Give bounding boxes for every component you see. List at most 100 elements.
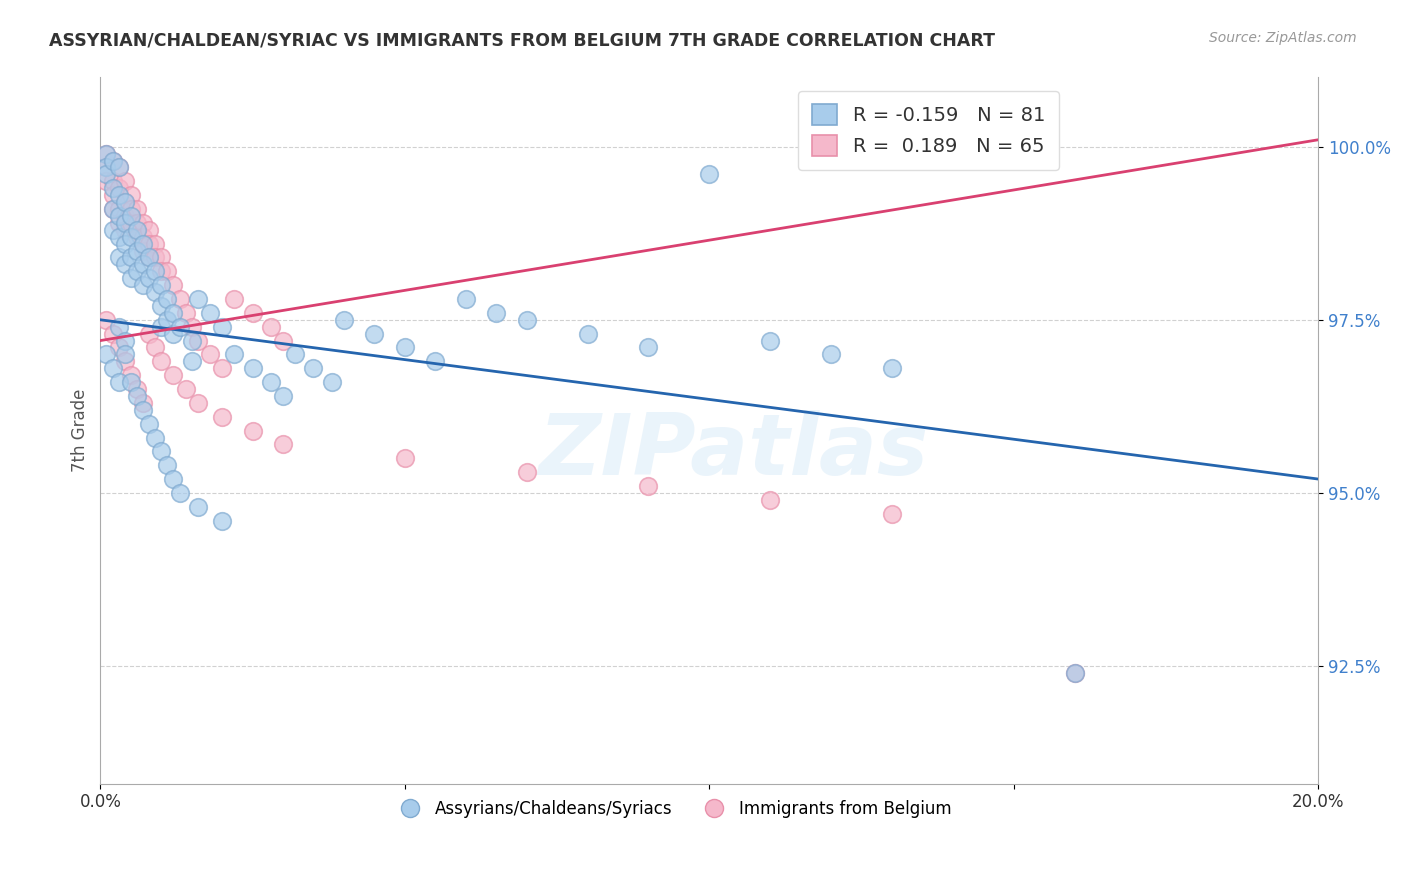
- Point: [96, 174, 118, 188]
- Point: [150, 319, 173, 334]
- Point: [132, 396, 155, 410]
- Point: [143, 430, 166, 444]
- Point: [101, 153, 124, 168]
- Point: [114, 209, 136, 223]
- Point: [101, 188, 124, 202]
- Point: [180, 334, 202, 348]
- Point: [162, 472, 184, 486]
- Point: [132, 229, 155, 244]
- Point: [485, 306, 508, 320]
- Point: [271, 437, 294, 451]
- Point: [120, 368, 142, 383]
- Point: [101, 202, 124, 216]
- Point: [169, 292, 191, 306]
- Point: [138, 271, 160, 285]
- Point: [96, 167, 118, 181]
- Point: [187, 292, 209, 306]
- Point: [101, 181, 124, 195]
- Point: [187, 334, 209, 348]
- Point: [271, 389, 294, 403]
- Text: ASSYRIAN/CHALDEAN/SYRIAC VS IMMIGRANTS FROM BELGIUM 7TH GRADE CORRELATION CHART: ASSYRIAN/CHALDEAN/SYRIAC VS IMMIGRANTS F…: [49, 31, 995, 49]
- Point: [96, 161, 118, 175]
- Point: [120, 251, 142, 265]
- Point: [321, 375, 343, 389]
- Point: [114, 223, 136, 237]
- Point: [120, 209, 142, 223]
- Point: [138, 251, 160, 265]
- Point: [637, 479, 659, 493]
- Point: [169, 486, 191, 500]
- Point: [138, 417, 160, 431]
- Point: [114, 257, 136, 271]
- Point: [162, 326, 184, 341]
- Point: [125, 382, 148, 396]
- Point: [169, 319, 191, 334]
- Point: [138, 326, 160, 341]
- Point: [138, 251, 160, 265]
- Point: [637, 341, 659, 355]
- Point: [107, 319, 129, 334]
- Point: [107, 229, 129, 244]
- Point: [143, 341, 166, 355]
- Point: [156, 458, 179, 473]
- Point: [156, 313, 179, 327]
- Point: [114, 195, 136, 210]
- Point: [143, 264, 166, 278]
- Point: [187, 500, 209, 514]
- Point: [132, 402, 155, 417]
- Point: [114, 354, 136, 368]
- Y-axis label: 7th Grade: 7th Grade: [72, 389, 89, 472]
- Point: [242, 361, 264, 376]
- Point: [150, 444, 173, 458]
- Point: [96, 313, 118, 327]
- Point: [333, 313, 356, 327]
- Point: [150, 251, 173, 265]
- Point: [107, 202, 129, 216]
- Point: [125, 244, 148, 258]
- Point: [516, 465, 538, 479]
- Point: [107, 251, 129, 265]
- Point: [107, 188, 129, 202]
- Point: [180, 319, 202, 334]
- Point: [114, 236, 136, 251]
- Point: [125, 264, 148, 278]
- Point: [1063, 665, 1085, 680]
- Point: [101, 223, 124, 237]
- Point: [107, 161, 129, 175]
- Point: [138, 223, 160, 237]
- Point: [150, 354, 173, 368]
- Point: [820, 347, 842, 361]
- Point: [211, 409, 233, 424]
- Point: [120, 271, 142, 285]
- Point: [132, 278, 155, 293]
- Point: [96, 347, 118, 361]
- Point: [211, 514, 233, 528]
- Point: [880, 361, 903, 376]
- Point: [125, 223, 148, 237]
- Point: [125, 202, 148, 216]
- Point: [156, 292, 179, 306]
- Point: [174, 382, 197, 396]
- Point: [132, 236, 155, 251]
- Point: [224, 292, 246, 306]
- Point: [211, 319, 233, 334]
- Point: [107, 341, 129, 355]
- Point: [107, 216, 129, 230]
- Point: [150, 299, 173, 313]
- Text: Source: ZipAtlas.com: Source: ZipAtlas.com: [1209, 31, 1357, 45]
- Point: [125, 216, 148, 230]
- Point: [162, 278, 184, 293]
- Point: [394, 341, 416, 355]
- Point: [242, 424, 264, 438]
- Point: [138, 236, 160, 251]
- Point: [198, 347, 221, 361]
- Point: [101, 361, 124, 376]
- Point: [114, 195, 136, 210]
- Point: [107, 181, 129, 195]
- Point: [174, 306, 197, 320]
- Legend: Assyrians/Chaldeans/Syriacs, Immigrants from Belgium: Assyrians/Chaldeans/Syriacs, Immigrants …: [387, 794, 959, 825]
- Point: [187, 396, 209, 410]
- Point: [242, 306, 264, 320]
- Point: [211, 361, 233, 376]
- Point: [271, 334, 294, 348]
